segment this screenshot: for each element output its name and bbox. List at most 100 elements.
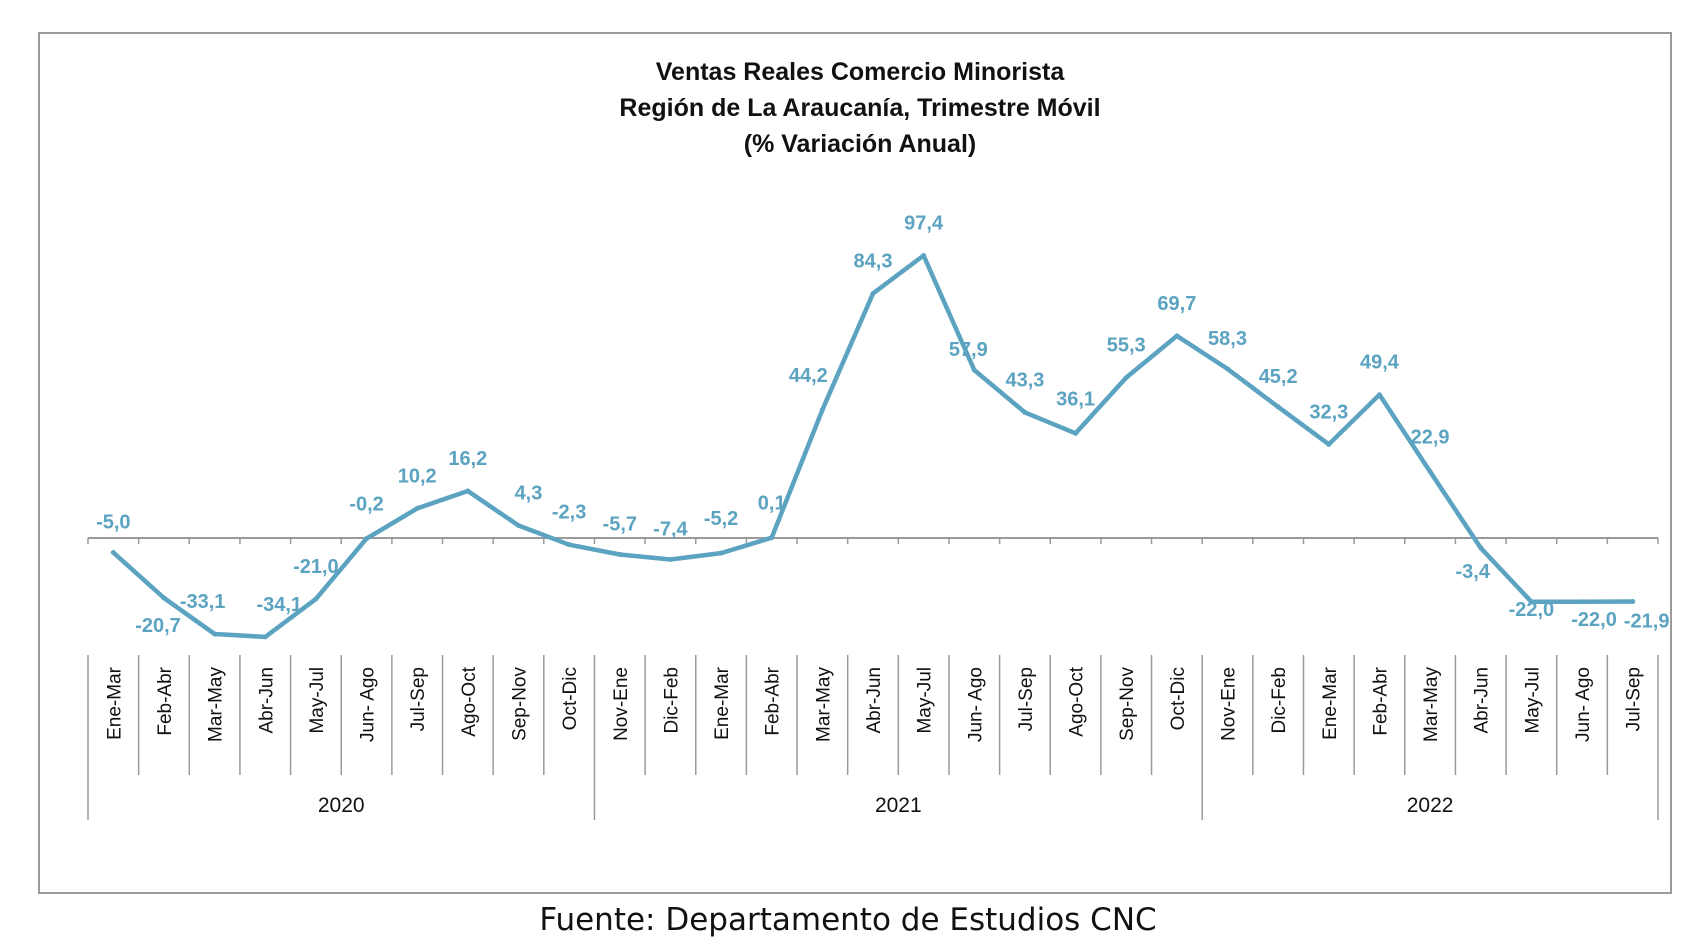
data-point bbox=[1073, 430, 1079, 436]
category-tick-label: May-Jul bbox=[1522, 667, 1543, 734]
data-point bbox=[262, 634, 268, 640]
category-tick-label: Nov-Ene bbox=[1219, 667, 1240, 741]
chart-title-line-2: Región de La Araucanía, Trimestre Móvil bbox=[619, 94, 1100, 122]
data-point bbox=[1427, 469, 1433, 475]
data-point bbox=[819, 407, 825, 413]
category-tick-label: Abr-Jun bbox=[1472, 667, 1493, 734]
data-label-layer: -5,0 -20,7-33,1 -34,1 -21,0 -0,2 10,2 16,2 4,3 -… bbox=[96, 213, 1669, 637]
data-label: -22,0 bbox=[1509, 599, 1555, 621]
data-label: 22,9 bbox=[1411, 427, 1450, 449]
category-tick-label: Sep-Nov bbox=[509, 667, 530, 741]
data-label: -5,2 bbox=[704, 508, 738, 530]
data-label: 57,9 bbox=[949, 339, 988, 361]
data-label: -5,7 bbox=[603, 514, 637, 536]
data-point bbox=[1478, 545, 1484, 551]
category-tick-label: Oct-Dic bbox=[1168, 667, 1189, 730]
year-label: 2020 bbox=[318, 794, 365, 817]
chart-title-line-1: Ventas Reales Comercio Minorista bbox=[656, 58, 1066, 86]
category-tick-label: Dic-Feb bbox=[661, 667, 682, 734]
chart-frame bbox=[38, 32, 1672, 894]
category-tick-label: Oct-Dic bbox=[560, 667, 581, 730]
data-point bbox=[364, 536, 370, 542]
data-point bbox=[870, 291, 876, 297]
data-label: -21,0 bbox=[293, 556, 339, 578]
data-point bbox=[212, 631, 218, 637]
year-group-layer: 2020 2021 2022 bbox=[87, 775, 1659, 820]
data-label: 0,1 bbox=[758, 493, 786, 515]
year-label: 2021 bbox=[875, 794, 922, 817]
data-point bbox=[1275, 404, 1281, 410]
category-tick-label: Dic-Feb bbox=[1269, 667, 1290, 734]
category-tick-label: Feb-Abr bbox=[1370, 666, 1391, 735]
category-tick-label: Ago-Oct bbox=[1067, 666, 1088, 736]
data-point bbox=[667, 556, 673, 562]
data-label: -7,4 bbox=[653, 518, 688, 540]
data-label: -20,7 bbox=[135, 615, 181, 637]
category-tick-label: Mar-May bbox=[813, 667, 834, 742]
data-point bbox=[313, 596, 319, 602]
data-label: -5,0 bbox=[96, 512, 130, 534]
category-tick-label: Jun- Ago bbox=[358, 667, 379, 742]
data-label: -33,1 bbox=[180, 591, 226, 613]
data-label: -3,4 bbox=[1456, 561, 1491, 583]
category-tick-label: Jul-Sep bbox=[408, 667, 429, 731]
data-point bbox=[566, 542, 572, 548]
chart-title-line-3: (% Variación Anual) bbox=[744, 130, 976, 158]
category-tick-label: Feb-Abr bbox=[763, 666, 784, 735]
category-tick-label: May-Jul bbox=[307, 667, 328, 734]
data-label: -34,1 bbox=[256, 594, 302, 616]
category-tick-label: Abr-Jun bbox=[864, 667, 885, 734]
data-point bbox=[161, 595, 167, 601]
category-tick-label: Ago-Oct bbox=[459, 666, 480, 736]
category-tick-layer: Ene-Mar Feb-Abr Mar-May Abr-Jun May-Jul Jun- … bbox=[87, 655, 1659, 775]
data-point bbox=[1528, 599, 1534, 605]
data-label: 10,2 bbox=[398, 465, 437, 487]
category-tick-label: Ene-Mar bbox=[712, 666, 733, 740]
data-point bbox=[718, 550, 724, 556]
category-tick-label: Jul-Sep bbox=[1624, 667, 1645, 731]
category-tick-label: Abr-Jun bbox=[256, 667, 277, 734]
year-label: 2022 bbox=[1407, 794, 1454, 817]
data-label: 43,3 bbox=[1005, 369, 1044, 391]
axis-layer bbox=[87, 537, 1659, 544]
category-tick-label: Jun- Ago bbox=[1573, 667, 1594, 742]
data-point bbox=[465, 488, 471, 494]
data-label: 69,7 bbox=[1157, 293, 1196, 315]
data-point bbox=[1123, 375, 1129, 381]
source-note: Fuente: Departamento de Estudios CNC bbox=[539, 902, 1157, 938]
series-line-layer bbox=[110, 253, 1636, 640]
data-point bbox=[1022, 409, 1028, 415]
category-tick-label: Ene-Mar bbox=[104, 666, 125, 740]
data-label: 49,4 bbox=[1360, 352, 1400, 374]
data-label: -0,2 bbox=[349, 494, 383, 516]
category-tick-label: Ene-Mar bbox=[1320, 666, 1341, 740]
series-line bbox=[111, 253, 1635, 640]
data-point bbox=[769, 535, 775, 541]
category-tick-label: Nov-Ene bbox=[611, 667, 632, 741]
category-tick-label: Jul-Sep bbox=[1016, 667, 1037, 731]
category-tick-label: Mar-May bbox=[206, 667, 227, 742]
line-chart: Ventas Reales Comercio Minorista Región … bbox=[87, 58, 1669, 820]
data-point bbox=[1630, 599, 1636, 605]
data-label: 36,1 bbox=[1056, 388, 1095, 410]
category-tick-label: Mar-May bbox=[1421, 667, 1442, 742]
data-label: 55,3 bbox=[1107, 335, 1146, 357]
data-point bbox=[1174, 333, 1180, 339]
category-tick-label: Sep-Nov bbox=[1117, 667, 1138, 741]
data-label: -21,9 bbox=[1624, 611, 1670, 633]
data-label: 84,3 bbox=[854, 251, 893, 273]
data-point bbox=[617, 552, 623, 558]
data-point bbox=[515, 523, 521, 529]
data-label: 16,2 bbox=[448, 448, 487, 470]
data-point bbox=[971, 367, 977, 373]
data-point bbox=[110, 550, 116, 555]
data-point bbox=[1225, 366, 1231, 372]
data-label: 4,3 bbox=[515, 483, 543, 505]
data-label: 97,4 bbox=[904, 213, 944, 235]
data-label: 44,2 bbox=[789, 365, 828, 387]
data-point bbox=[1376, 392, 1382, 398]
data-label: 58,3 bbox=[1208, 328, 1247, 350]
category-tick-label: Jun- Ago bbox=[965, 667, 986, 742]
data-point bbox=[1579, 599, 1585, 605]
data-label: 32,3 bbox=[1309, 401, 1348, 423]
